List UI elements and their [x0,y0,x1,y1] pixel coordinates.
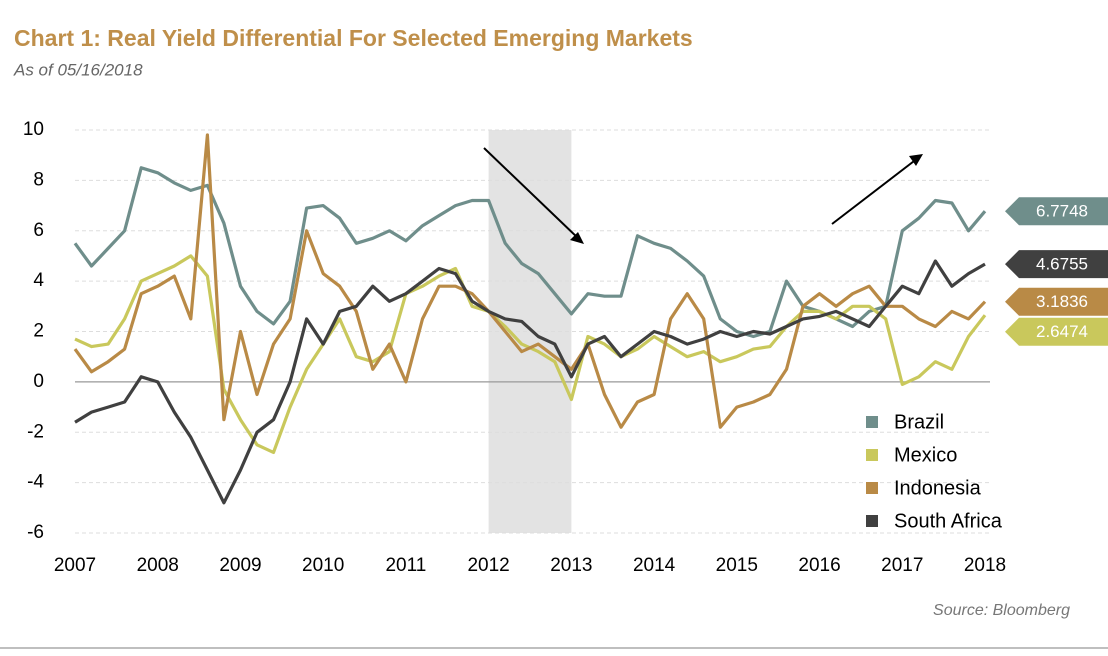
x-tick-label: 2012 [467,555,509,576]
series-line [74,259,986,505]
end-label: 6.7748 [1036,202,1088,221]
y-tick-label: -6 [27,522,44,543]
y-tick-label: 0 [33,371,44,392]
arrow [831,157,919,225]
legend-swatch [866,449,878,461]
y-tick-label: -4 [27,472,44,493]
y-tick-label: -2 [27,421,44,442]
x-tick-label: 2015 [716,555,758,576]
x-tick-label: 2007 [54,555,96,576]
y-tick-label: 8 [33,169,44,190]
end-label-box [1005,250,1108,279]
arrow-head [909,154,923,166]
x-tick-label: 2008 [137,555,179,576]
overlay-layer: 6.7748 4.6755 3.1836 2.6474 Brazil Mexico Indo… [866,197,1108,532]
legend-swatch [866,515,878,527]
x-tick-label: 2010 [302,555,344,576]
arrow [483,147,581,241]
y-tick-label: 4 [33,270,44,291]
grid-layer: -6 -4 -2 0 2 4 6 8 10 2007 2008 2009 2010 2011 2012 201… [23,119,1006,576]
x-tick-label: 2013 [550,555,592,576]
series-line [73,133,987,429]
end-label-box [1005,317,1108,346]
x-tick-label: 2018 [964,555,1006,576]
chart-subtitle: As of 05/16/2018 [13,60,143,79]
x-tick-label: 2016 [798,555,840,576]
x-tick-label: 2014 [633,555,676,576]
end-label: 3.1836 [1036,292,1088,311]
chart-title: Chart 1: Real Yield Differential For Sel… [14,25,693,51]
y-tick-label: 6 [33,220,44,241]
x-tick-label: 2017 [881,555,923,576]
end-label: 2.6474 [1036,322,1088,341]
end-label: 4.6755 [1036,255,1088,274]
legend-swatch [866,416,878,428]
legend-label: South Africa [894,510,1003,532]
legend-label: Brazil [894,411,944,433]
line-layer [73,133,987,505]
x-tick-label: 2011 [385,555,426,576]
y-tick-label: 2 [33,321,44,342]
end-label-box [1005,287,1108,316]
end-label-box [1005,197,1108,226]
legend-swatch [866,482,878,494]
y-tick-label: 10 [23,119,44,140]
arrow-head [570,232,584,244]
legend-label: Mexico [894,444,957,466]
x-tick-label: 2009 [219,555,261,576]
legend-label: Indonesia [894,477,982,499]
source: Source: Bloomberg [933,602,1070,619]
